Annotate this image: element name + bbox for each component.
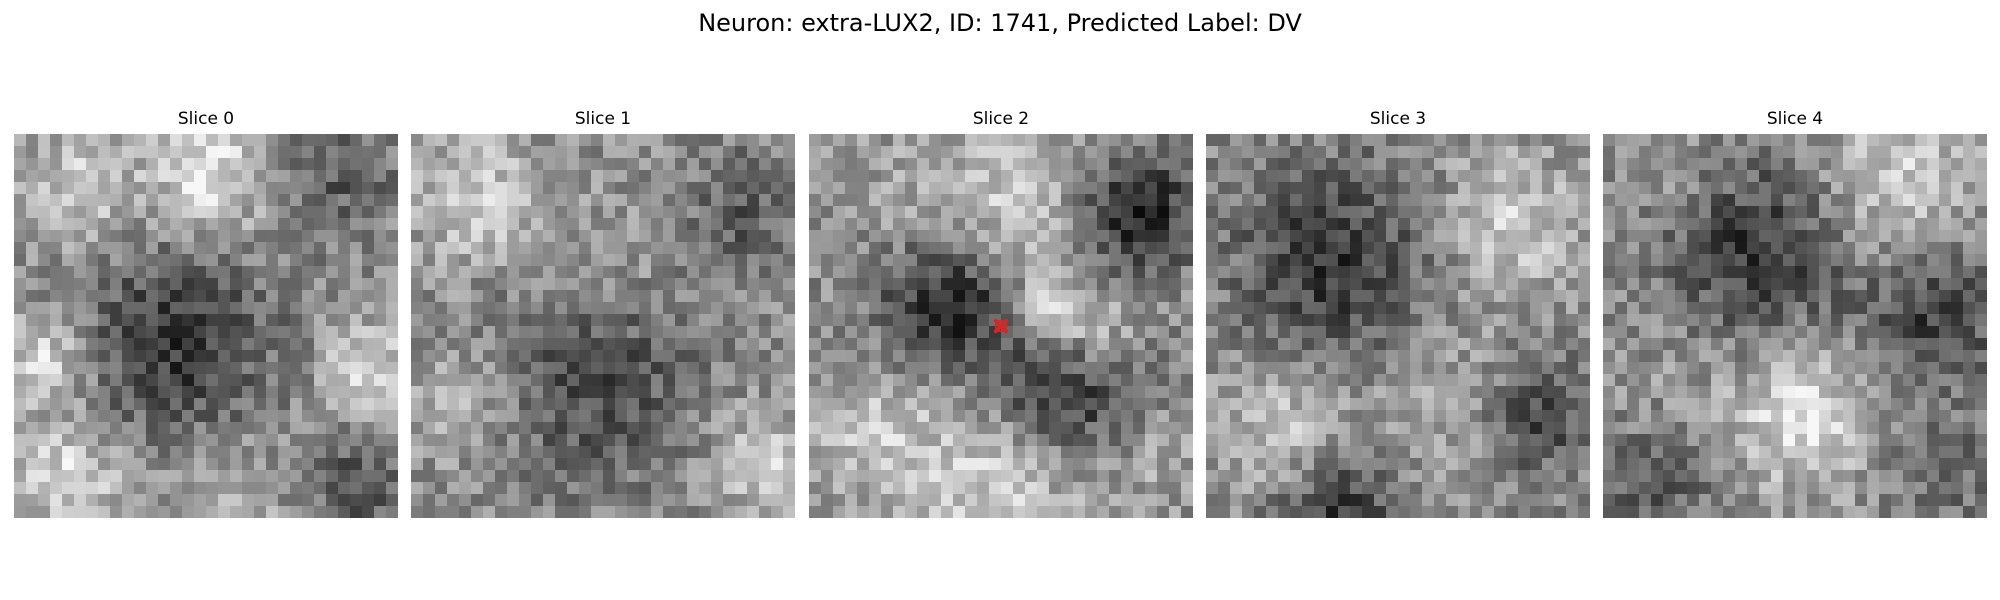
slice-title-2: Slice 2 bbox=[972, 109, 1030, 129]
center-marker-icon bbox=[993, 318, 1009, 334]
slice-image-1 bbox=[411, 134, 795, 518]
slice-image-2 bbox=[809, 134, 1193, 518]
slice-panel-1: Slice 1 bbox=[411, 108, 795, 518]
slice-title-3: Slice 3 bbox=[1369, 109, 1427, 129]
slice-panel-2: Slice 2 bbox=[809, 108, 1193, 518]
slice-panel-4: Slice 4 bbox=[1603, 108, 1987, 518]
slice-image-0 bbox=[14, 134, 398, 518]
slice-panel-0: Slice 0 bbox=[14, 108, 398, 518]
slice-title-4: Slice 4 bbox=[1766, 109, 1824, 129]
slice-image-3 bbox=[1206, 134, 1590, 518]
slice-title-1: Slice 1 bbox=[574, 109, 632, 129]
figure-title: Neuron: extra-LUX2, ID: 1741, Predicted … bbox=[698, 9, 1302, 37]
slice-image-4 bbox=[1603, 134, 1987, 518]
slice-title-0: Slice 0 bbox=[177, 109, 235, 129]
slice-panel-3: Slice 3 bbox=[1206, 108, 1590, 518]
